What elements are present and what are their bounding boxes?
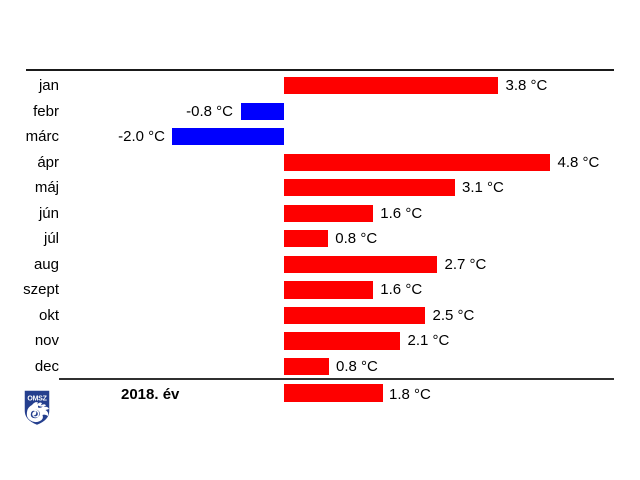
svg-text:OMSZ: OMSZ xyxy=(27,396,47,403)
